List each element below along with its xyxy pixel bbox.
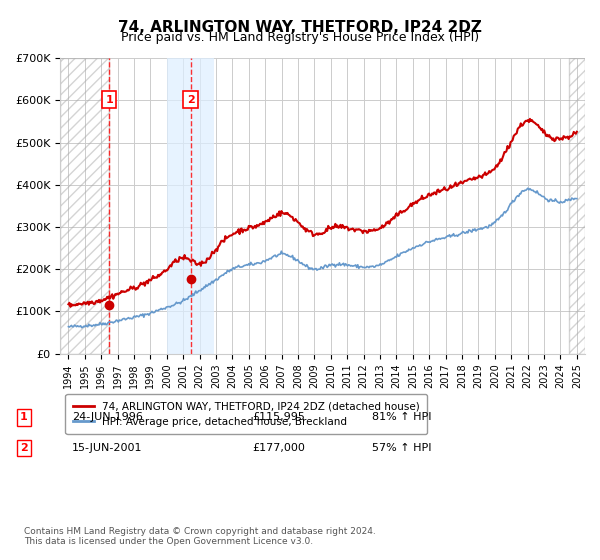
Text: 2: 2 [187, 95, 194, 105]
Bar [569, 58, 585, 353]
Text: 15-JUN-2001: 15-JUN-2001 [72, 443, 143, 453]
Text: £177,000: £177,000 [252, 443, 305, 453]
Text: £115,995: £115,995 [252, 412, 305, 422]
Legend: 74, ARLINGTON WAY, THETFORD, IP24 2DZ (detached house), HPI: Average price, deta: 74, ARLINGTON WAY, THETFORD, IP24 2DZ (d… [65, 394, 427, 434]
Text: 74, ARLINGTON WAY, THETFORD, IP24 2DZ: 74, ARLINGTON WAY, THETFORD, IP24 2DZ [118, 20, 482, 35]
Text: 1: 1 [105, 95, 113, 105]
Text: Price paid vs. HM Land Registry's House Price Index (HPI): Price paid vs. HM Land Registry's House … [121, 31, 479, 44]
Text: 81% ↑ HPI: 81% ↑ HPI [372, 412, 431, 422]
Bar [167, 58, 214, 353]
Text: 24-JUN-1996: 24-JUN-1996 [72, 412, 143, 422]
Text: Contains HM Land Registry data © Crown copyright and database right 2024.
This d: Contains HM Land Registry data © Crown c… [24, 526, 376, 546]
Text: 1: 1 [20, 412, 28, 422]
Text: 57% ↑ HPI: 57% ↑ HPI [372, 443, 431, 453]
Text: 2: 2 [20, 443, 28, 453]
Bar [60, 58, 109, 353]
